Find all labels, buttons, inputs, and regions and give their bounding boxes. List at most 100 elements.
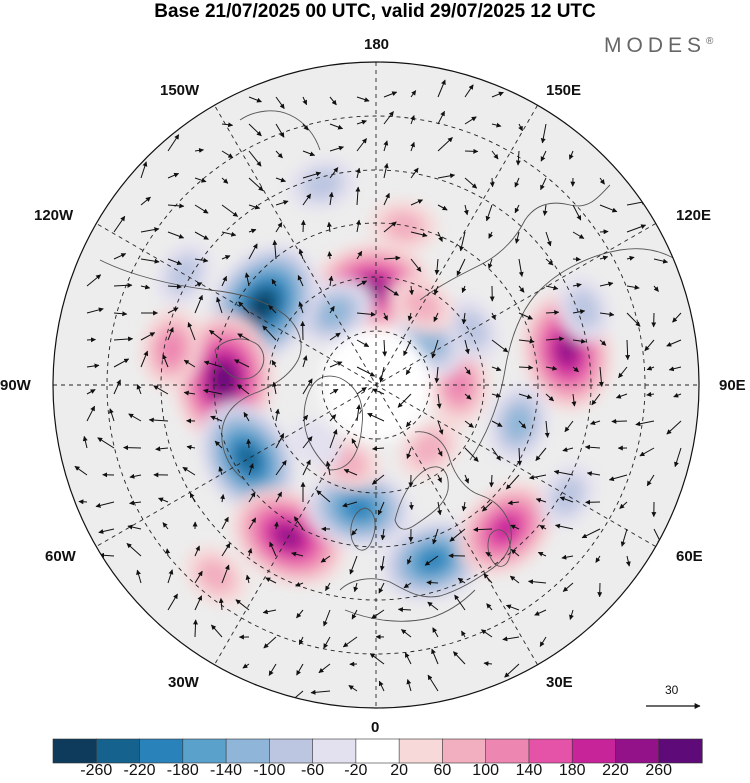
wind-arrow [518, 312, 533, 320]
wind-arrow [369, 653, 385, 665]
anomaly-neg-central-europe-level [418, 549, 448, 572]
wind-arrow [666, 339, 682, 347]
wind-arrow [572, 366, 579, 373]
colorbar-tick-label: -220 [123, 762, 156, 779]
wind-arrow [123, 445, 142, 451]
wind-arrow [485, 551, 493, 557]
wind-arrow [113, 282, 133, 288]
wind-arrow [209, 329, 223, 341]
wind-arrow [183, 359, 196, 368]
wind-arrow [329, 96, 337, 106]
wind-arrow [237, 384, 250, 395]
wind-arrow [351, 609, 358, 620]
wind-arrow [246, 438, 252, 449]
wind-arrow [534, 609, 547, 616]
wind-arrow [407, 555, 412, 565]
wind-arrow [505, 474, 520, 490]
wind-arrow [302, 436, 313, 449]
wind-arrow [459, 231, 466, 252]
colorbar-swatch [269, 738, 314, 764]
wind-arrow [514, 177, 520, 188]
wind-arrow [220, 494, 225, 503]
wind-arrow [244, 272, 250, 287]
wind-arrow [186, 444, 196, 450]
wind-arrow [129, 500, 142, 506]
colorbar-tick-label: 180 [558, 762, 586, 779]
wind-arrow [635, 420, 655, 427]
lon-label-90w: 90W [0, 377, 31, 394]
wind-arrow [572, 231, 585, 239]
lon-label-60e: 60E [676, 548, 703, 565]
lat-circle-70 [267, 276, 485, 494]
wind-arrow [383, 91, 398, 98]
wind-arrow [302, 96, 308, 106]
wind-arrow [329, 123, 344, 130]
wind-arrow [562, 582, 574, 592]
wind-arrow [488, 231, 494, 239]
wind-arrow [502, 636, 520, 642]
wind-arrow [194, 147, 204, 153]
mediterranean-coast [344, 589, 476, 622]
wind-arrow [433, 285, 439, 295]
wind-arrow [86, 337, 96, 343]
wind-arrow [272, 381, 278, 395]
wind-arrow [620, 528, 628, 547]
meridian-150e-30w [214, 105, 538, 665]
wind-arrow [298, 301, 304, 314]
wind-arrow [167, 231, 185, 239]
wind-arrow [646, 365, 655, 371]
wind-arrow [518, 338, 535, 344]
wind-arrow [291, 551, 304, 557]
wind-arrow [329, 332, 341, 341]
wind-arrow [320, 555, 331, 563]
wind-arrow [464, 84, 474, 98]
wind-arrow [128, 413, 142, 422]
wind-arrow [140, 196, 151, 206]
wind-arrow [572, 204, 582, 221]
wind-arrow [221, 177, 229, 184]
wind-arrow [410, 167, 419, 179]
wind-arrow [216, 296, 223, 314]
wind-arrow [397, 393, 412, 408]
colorbar-swatch [398, 738, 444, 764]
wind-arrow [510, 524, 520, 530]
wind-arrow [529, 474, 547, 480]
wind-arrow [518, 420, 527, 429]
wind-arrow [355, 219, 361, 233]
wind-arrow [113, 336, 134, 342]
wind-arrow [401, 629, 412, 638]
wind-arrow [372, 446, 385, 452]
wind-arrow [194, 231, 209, 240]
wind-arrow [528, 579, 547, 585]
wind-arrow [237, 333, 250, 341]
wind-arrow [298, 248, 304, 260]
wind-arrow [329, 167, 339, 179]
wind-arrow [356, 311, 376, 317]
lon-label-30e: 30E [546, 674, 573, 691]
wind-arrow [599, 177, 605, 185]
lon-label-150w: 150W [160, 82, 200, 99]
wind-arrow [431, 339, 439, 359]
anomaly-pos-hudson-bay-level [213, 366, 234, 393]
wind-arrow [140, 161, 148, 179]
wind-arrow [248, 150, 262, 167]
lon-label-90e: 90E [719, 377, 746, 394]
wind-arrow [453, 651, 466, 665]
wind-arrow [540, 123, 547, 144]
wind-arrow [275, 96, 285, 110]
wind-arrow [491, 122, 502, 128]
anomaly-neg-western-canada-level [251, 293, 274, 318]
wind-arrow [483, 661, 493, 667]
wind-arrow [545, 231, 552, 247]
wind-arrow [113, 358, 130, 368]
wind-arrow [383, 221, 397, 233]
wind-arrow [210, 415, 223, 422]
wind-arrow [463, 204, 469, 216]
colorbar-tick-label: 220 [602, 762, 629, 779]
wind-arrow [162, 522, 169, 530]
wind-arrow [271, 359, 277, 368]
wind-arrow [626, 224, 647, 233]
wind-arrow [383, 285, 399, 296]
wind-arrow [644, 339, 655, 352]
wind-arrow [437, 173, 456, 179]
